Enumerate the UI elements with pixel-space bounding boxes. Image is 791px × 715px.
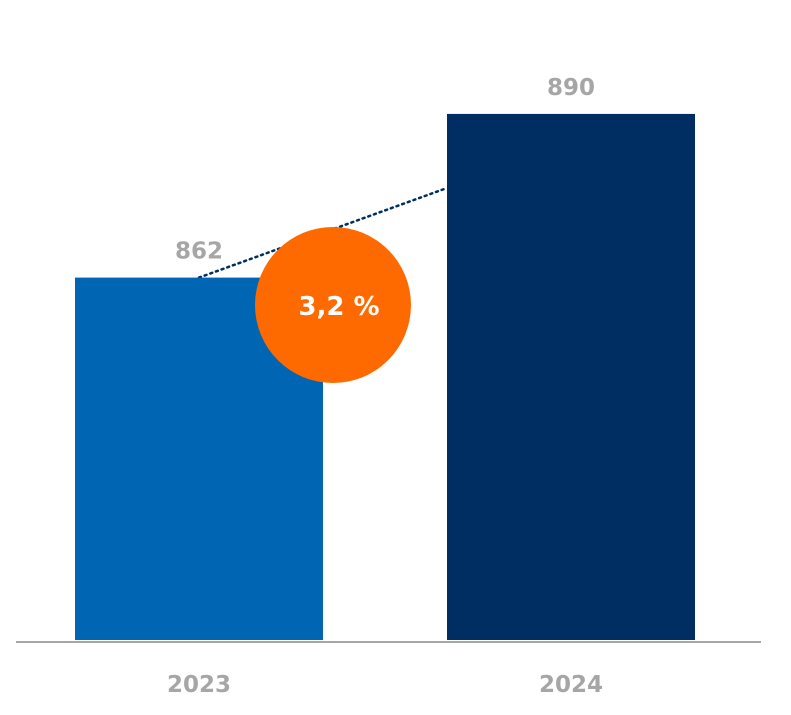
value-label-2023: 862 [175,239,223,265]
value-label-2024: 890 [547,75,595,101]
bar-2024 [447,113,695,640]
growth-badge [255,227,411,383]
growth-percent-label: 3,2 % [298,292,379,322]
x-tick-label-2023: 2023 [167,672,231,698]
x-tick-label-2024: 2024 [539,672,603,698]
